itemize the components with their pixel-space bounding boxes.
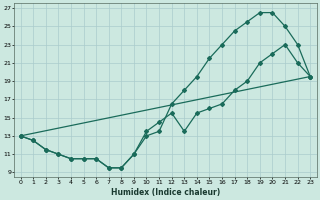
X-axis label: Humidex (Indice chaleur): Humidex (Indice chaleur) [111, 188, 220, 197]
